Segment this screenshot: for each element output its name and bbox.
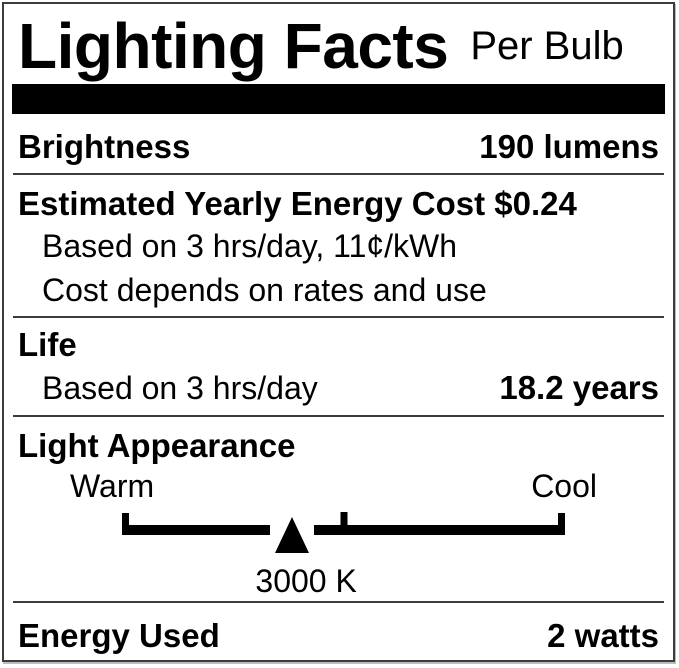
brightness-label: Brightness: [18, 128, 191, 165]
lighting-facts-label: Lighting Facts Per Bulb Brightness 190 l…: [2, 2, 675, 662]
light-appearance-section: Light Appearance Warm Cool 3000 K: [4, 417, 673, 601]
energy-cost-title: Estimated Yearly Energy Cost $0.24: [18, 185, 577, 222]
label-subtitle: Per Bulb: [470, 24, 624, 68]
light-appearance-label: Light Appearance: [18, 427, 296, 464]
life-row: Based on 3 hrs/day 18.2 years: [18, 365, 659, 411]
life-label: Life: [18, 326, 77, 363]
heavy-black-rule: [12, 84, 665, 114]
energy-used-value: 2 watts: [547, 617, 659, 654]
label-header: Lighting Facts Per Bulb: [4, 4, 673, 84]
cool-label: Cool: [531, 468, 597, 504]
section-divider: [13, 316, 664, 318]
brightness-value: 190 lumens: [479, 128, 659, 165]
section-divider: [13, 415, 664, 417]
temperature-value: 3000 K: [255, 563, 357, 599]
scale-endpoint-labels: Warm Cool: [18, 466, 659, 506]
brightness-row: Brightness 190 lumens: [4, 114, 673, 173]
life-value: 18.2 years: [499, 369, 659, 406]
scale-bar: 3000 K: [122, 512, 565, 599]
warm-label: Warm: [70, 468, 155, 504]
section-divider: [13, 173, 664, 175]
scale-end-tick-right: [558, 513, 565, 535]
life-note: Based on 3 hrs/day: [42, 370, 318, 406]
energy-cost-section: Estimated Yearly Energy Cost $0.24 Based…: [4, 175, 673, 316]
energy-used-label: Energy Used: [18, 617, 220, 654]
label-title: Lighting Facts: [18, 10, 449, 82]
section-divider: [13, 601, 664, 603]
temperature-marker-triangle-icon: [275, 517, 310, 553]
life-section: Life Based on 3 hrs/day 18.2 years: [4, 318, 673, 415]
energy-used-row: Energy Used 2 watts: [4, 603, 673, 660]
scale-mid-tick: [340, 512, 347, 525]
energy-cost-note-disclaimer: Cost depends on rates and use: [42, 272, 487, 308]
color-temperature-scale: 3000 K: [18, 506, 659, 601]
energy-cost-note-basis: Based on 3 hrs/day, 11¢/kWh: [42, 228, 458, 264]
scale-end-tick-left: [122, 513, 129, 535]
